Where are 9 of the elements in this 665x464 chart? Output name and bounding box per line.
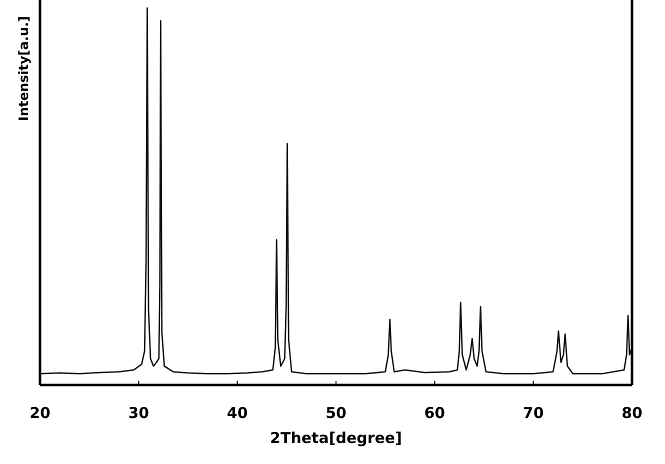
- x-tick-label: 40: [226, 404, 248, 422]
- x-tick-label: 60: [424, 404, 446, 422]
- x-tick-label: 70: [522, 404, 544, 422]
- x-tick-label: 20: [30, 404, 50, 422]
- y-axis-title: Intensity[a.u.]: [17, 16, 32, 122]
- x-axis-title: 2Theta[degree]: [270, 429, 402, 447]
- x-tick-label: 30: [128, 404, 150, 422]
- x-tick-label: 80: [622, 404, 642, 422]
- x-tick-label: 50: [326, 404, 346, 422]
